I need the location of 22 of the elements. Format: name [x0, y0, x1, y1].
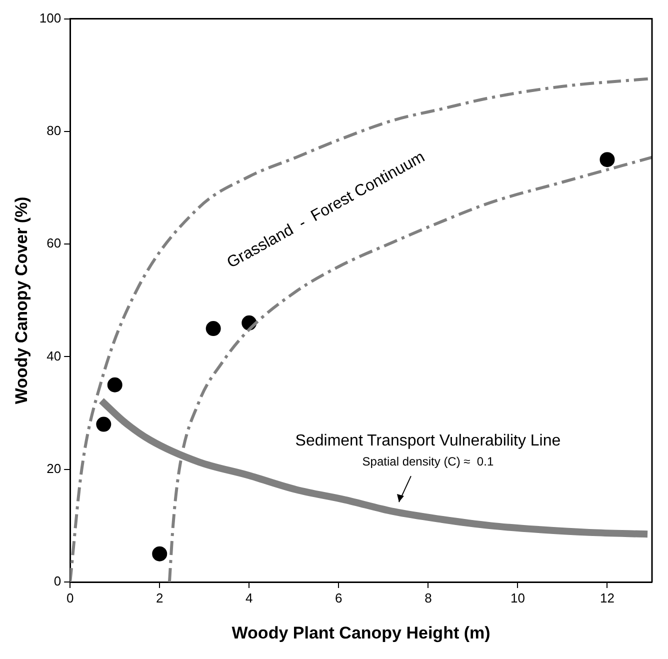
point [152, 546, 168, 562]
x-tick-label: 12 [600, 590, 614, 606]
point [107, 377, 122, 392]
y-tick-label: 60 [46, 236, 62, 251]
y-tick-label: 20 [46, 460, 62, 476]
x-tick-label: 0 [66, 590, 74, 606]
y-tick-label: 40 [46, 348, 62, 364]
x-tick-label: 8 [424, 590, 432, 606]
x-tick-label: 10 [510, 590, 525, 606]
point [96, 416, 112, 432]
y-axis-title: Woody Canopy Cover (%) [12, 196, 31, 404]
x-axis-title: Woody Plant Canopy Height (m) [232, 623, 490, 642]
x-tick-label: 6 [335, 590, 342, 606]
point [206, 321, 221, 336]
point [600, 152, 615, 168]
annotation: Spatial density (C) ≈ 0.1 [362, 454, 494, 468]
y-tick-label: 0 [54, 574, 62, 589]
x-tick-label: 4 [246, 590, 253, 606]
annotation: Sediment Transport Vulnerability Line [295, 432, 561, 450]
x-tick-label: 2 [156, 590, 164, 606]
y-tick-label: 100 [39, 10, 62, 26]
y-tick-label: 80 [46, 123, 62, 138]
